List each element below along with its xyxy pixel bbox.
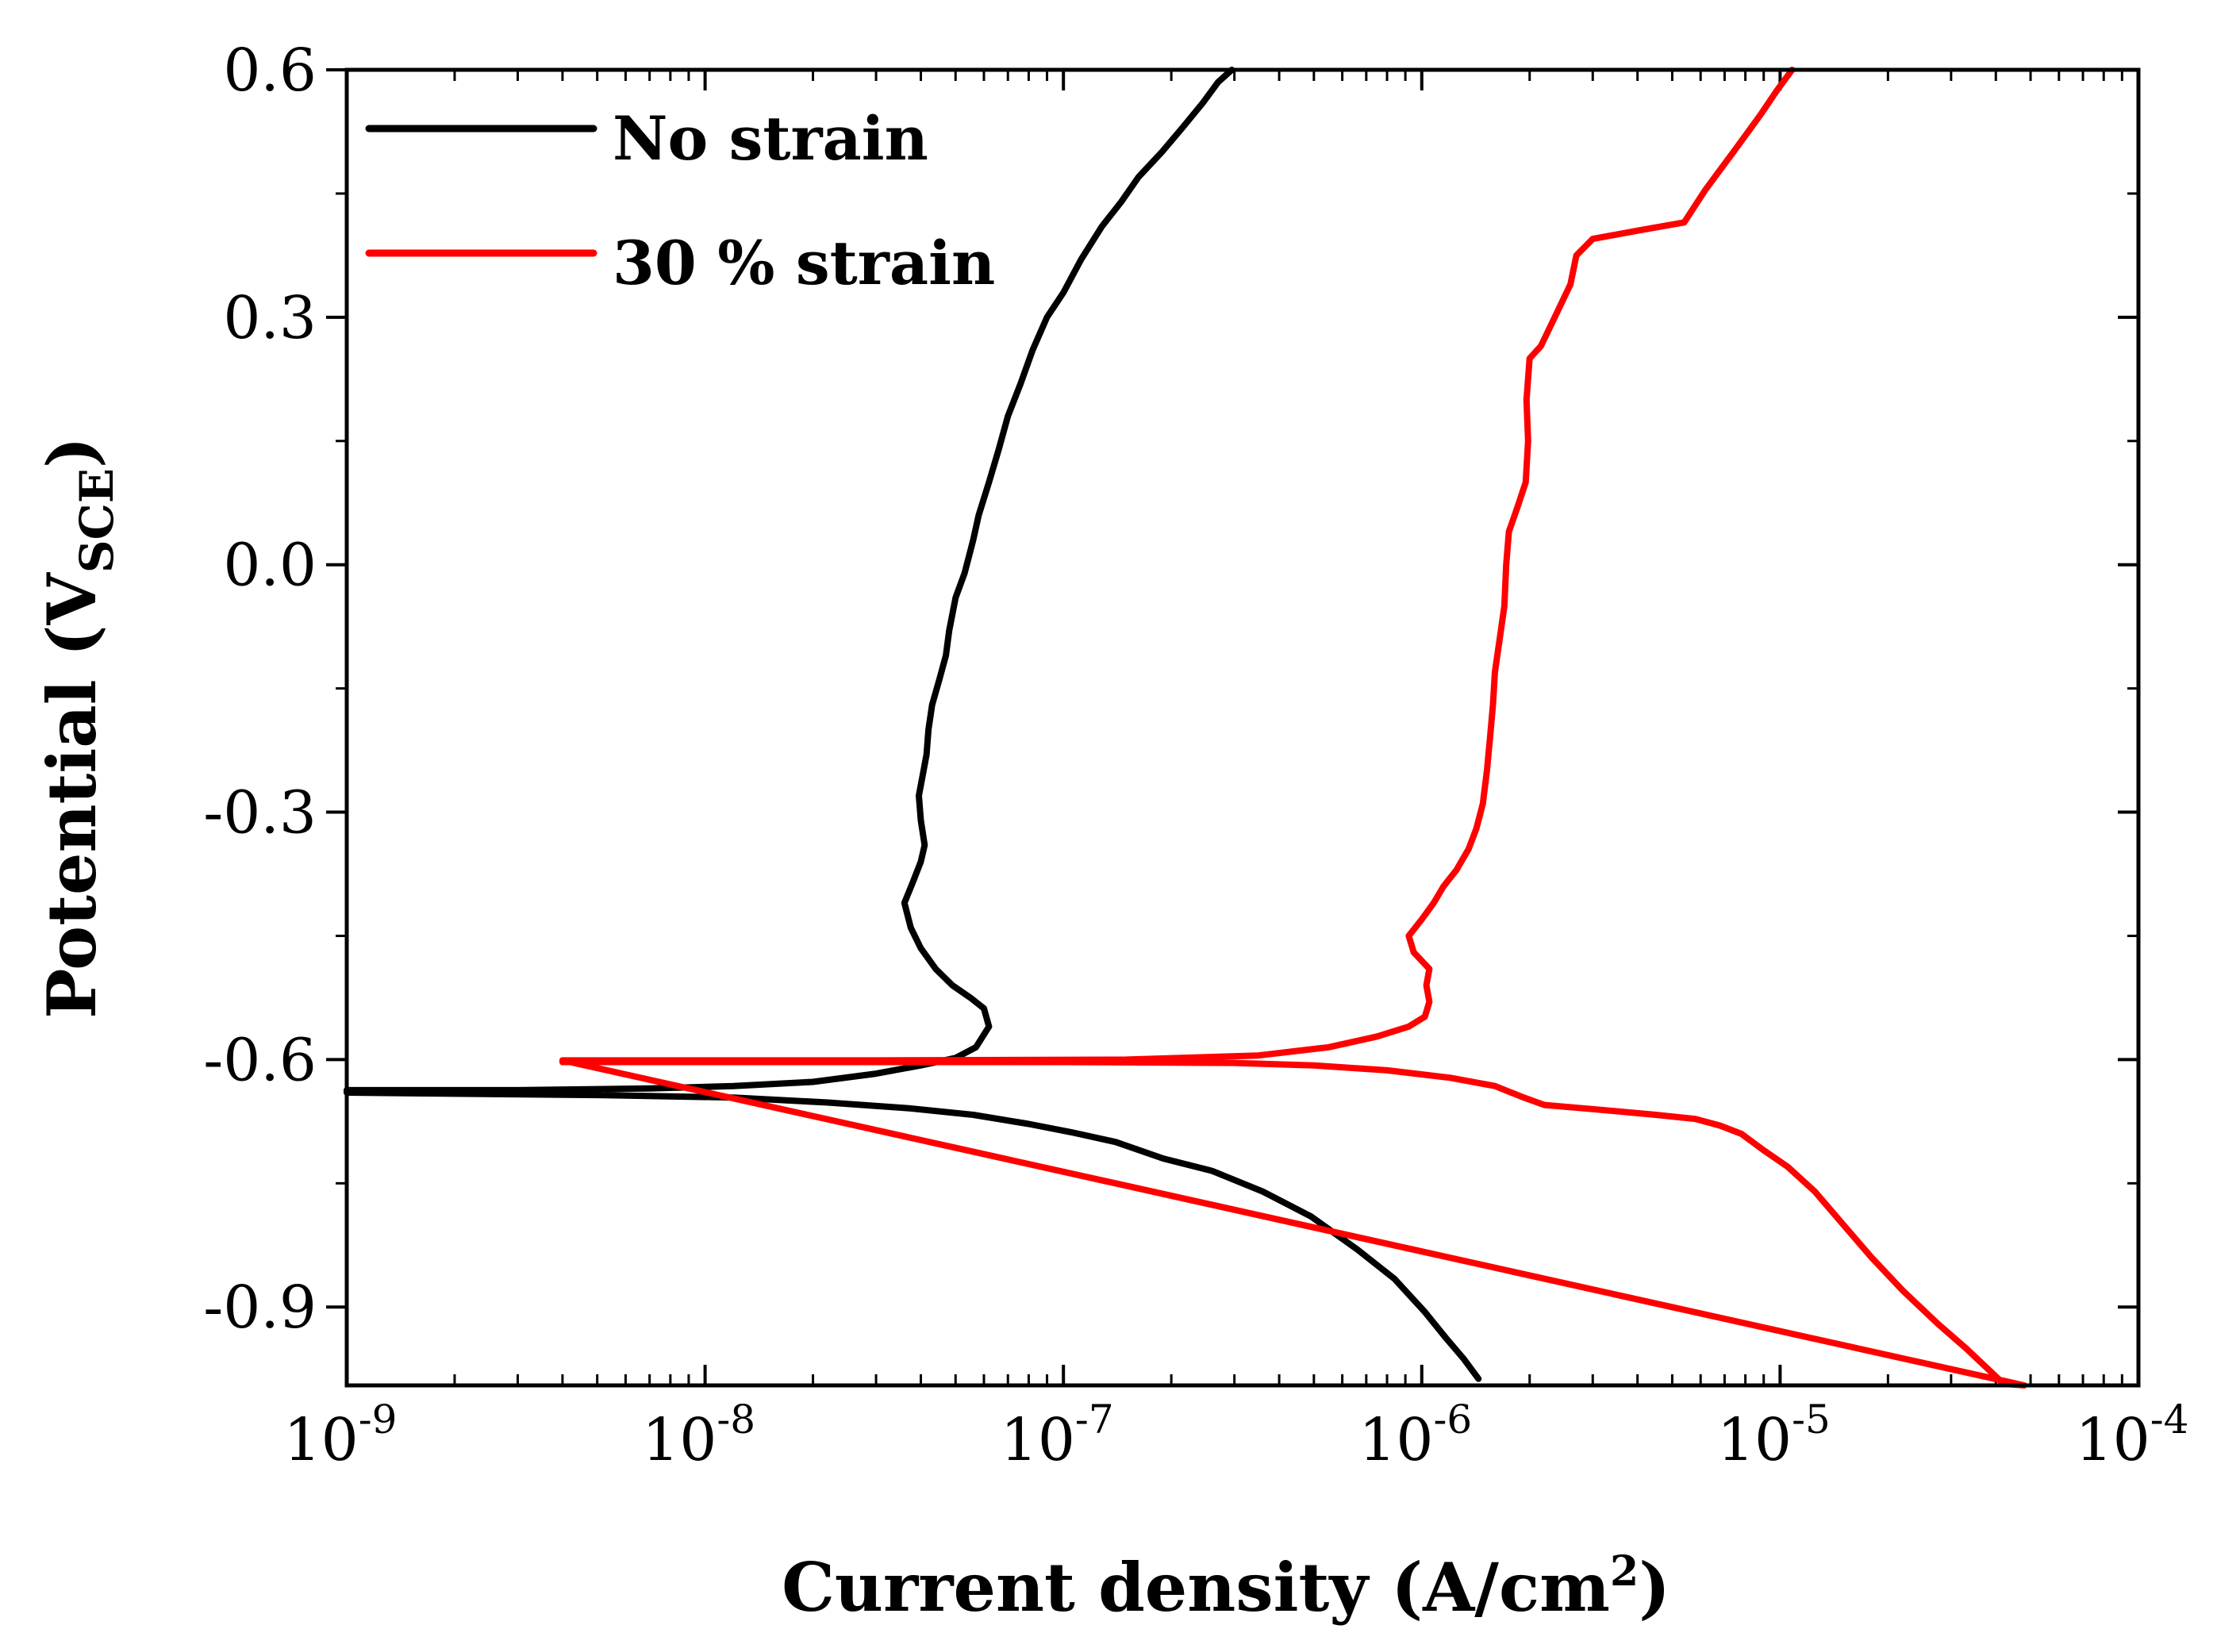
x-tick-label-base: 10 bbox=[642, 1406, 717, 1474]
x-tick-label: 10-7 bbox=[1001, 1397, 1114, 1474]
x-tick-label-exp: -5 bbox=[1792, 1397, 1831, 1443]
minor-ticks bbox=[336, 70, 2138, 1385]
x-tick-label: 10-6 bbox=[1358, 1397, 1472, 1474]
legend-label-no-strain: No strain bbox=[613, 103, 928, 174]
x-tick-label-exp: -9 bbox=[359, 1397, 398, 1443]
x-tick-label-exp: -6 bbox=[1434, 1397, 1473, 1443]
y-tick-label: 0.6 bbox=[223, 36, 317, 105]
legend-label-30-strain: 30 % strain bbox=[613, 228, 995, 298]
x-axis-title-sup: 2 bbox=[1610, 1547, 1639, 1596]
y-tick-label: 0.0 bbox=[223, 532, 317, 600]
major-ticks bbox=[326, 68, 2140, 1385]
y-tick-label: -0.9 bbox=[203, 1274, 317, 1342]
tick-labels: 10-9 10-8 10-7 10-6 10-5 10-40.60.30.0-0.3-0.… bbox=[203, 36, 2188, 1474]
x-tick-label-exp: -4 bbox=[2150, 1397, 2189, 1443]
y-tick-label: -0.6 bbox=[203, 1026, 317, 1094]
y-axis-title: Potential (VSCE) bbox=[33, 436, 124, 1018]
y-axis-title-end: ) bbox=[33, 436, 111, 468]
series-line-no-strain bbox=[344, 67, 1482, 1382]
x-tick-label-base: 10 bbox=[1358, 1406, 1433, 1474]
x-tick-label: 10-5 bbox=[1717, 1397, 1831, 1474]
series-layer bbox=[344, 67, 2027, 1389]
x-tick-label-base: 10 bbox=[1717, 1406, 1792, 1474]
x-axis-title: Current density (A/cm2) bbox=[782, 1547, 1670, 1627]
y-tick-label: -0.3 bbox=[203, 779, 317, 847]
x-tick-label-exp: -7 bbox=[1075, 1397, 1114, 1443]
x-tick-label: 10-9 bbox=[284, 1397, 398, 1474]
x-tick-label-base: 10 bbox=[284, 1406, 359, 1474]
x-axis-title-end: ) bbox=[1639, 1548, 1670, 1627]
plot-frame bbox=[344, 67, 2141, 1388]
x-axis-title-main: Current density (A/cm bbox=[782, 1548, 1610, 1627]
x-tick-label-base: 10 bbox=[2076, 1406, 2150, 1474]
x-tick-label: 10-8 bbox=[642, 1397, 755, 1474]
y-axis-title-main: Potential (V bbox=[33, 571, 111, 1018]
x-tick-label: 10-4 bbox=[2076, 1397, 2189, 1474]
x-tick-label-base: 10 bbox=[1001, 1406, 1075, 1474]
legend: No strain 30 % strain bbox=[365, 103, 995, 298]
x-tick-label-exp: -8 bbox=[717, 1397, 755, 1443]
y-tick-label: 0.3 bbox=[223, 284, 317, 352]
y-axis-title-sub: SCE bbox=[70, 468, 124, 573]
series-line-30-strain bbox=[559, 67, 2027, 1389]
